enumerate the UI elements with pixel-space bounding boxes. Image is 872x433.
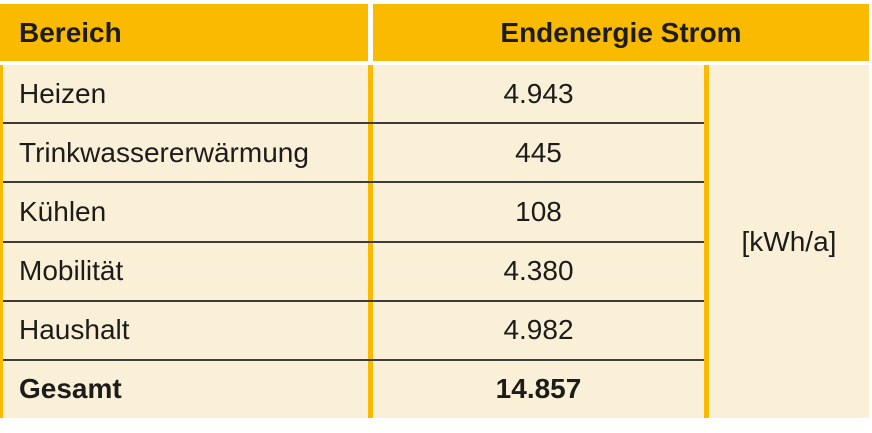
table-body: Heizen 4.943 Trinkwassererwärmung 445 Kü…	[0, 65, 869, 419]
row-value: 108	[515, 195, 562, 227]
column-divider	[368, 242, 373, 300]
column-divider	[368, 124, 373, 182]
table-row-mobilitaet: Mobilität 4.380	[3, 242, 704, 302]
table-header-row: Bereich Endenergie Strom	[0, 4, 869, 61]
unit-cell: [kWh/a]	[709, 65, 869, 418]
table-row-heizen: Heizen 4.943	[3, 65, 704, 125]
total-label: Gesamt	[19, 373, 122, 405]
unit-label: [kWh/a]	[741, 225, 837, 257]
row-label: Haushalt	[19, 314, 130, 346]
table-row-gesamt: Gesamt 14.857	[3, 360, 704, 419]
row-value: 4.982	[503, 314, 574, 346]
energy-table: Bereich Endenergie Strom Heizen 4.943 Tr…	[0, 4, 869, 419]
row-value: 4.943	[503, 77, 574, 109]
header-label-endenergie-strom: Endenergie Strom	[500, 16, 742, 48]
table-row-haushalt: Haushalt 4.982	[3, 301, 704, 361]
header-label-bereich: Bereich	[19, 16, 122, 48]
row-value: 445	[515, 136, 562, 168]
column-divider	[368, 360, 373, 419]
header-body-gap	[0, 61, 869, 65]
column-divider	[368, 301, 373, 359]
header-cell-endenergie-strom: Endenergie Strom	[373, 4, 869, 61]
column-divider	[368, 183, 373, 241]
row-label: Kühlen	[19, 195, 107, 227]
header-cell-bereich: Bereich	[0, 4, 368, 61]
row-label: Trinkwassererwärmung	[19, 136, 309, 168]
row-value: 4.380	[503, 255, 574, 287]
table-main-columns: Heizen 4.943 Trinkwassererwärmung 445 Kü…	[3, 65, 704, 419]
table-row-trinkwassererwaermung: Trinkwassererwärmung 445	[3, 124, 704, 184]
column-divider	[368, 65, 373, 123]
row-label: Heizen	[19, 77, 107, 109]
table-row-kuehlen: Kühlen 108	[3, 183, 704, 243]
header-divider	[368, 4, 373, 61]
unit-column-divider	[704, 65, 709, 418]
row-label: Mobilität	[19, 255, 124, 287]
total-value: 14.857	[495, 373, 582, 405]
